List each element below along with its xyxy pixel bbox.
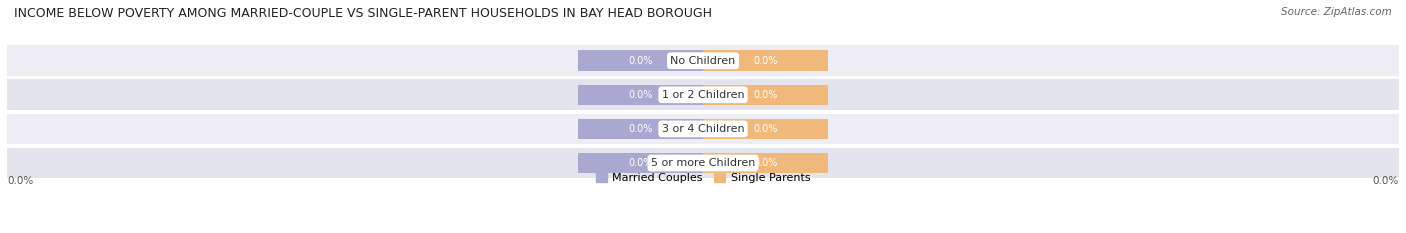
Text: 0.0%: 0.0% — [628, 158, 652, 168]
Bar — [7, 113, 1399, 144]
Text: 0.0%: 0.0% — [1372, 176, 1399, 186]
Legend: Married Couples, Single Parents: Married Couples, Single Parents — [596, 173, 810, 183]
Text: 0.0%: 0.0% — [754, 124, 778, 134]
Bar — [703, 85, 828, 105]
Bar — [7, 45, 1399, 76]
Text: 0.0%: 0.0% — [754, 158, 778, 168]
Text: 0.0%: 0.0% — [628, 56, 652, 66]
Bar — [578, 153, 703, 173]
Text: 5 or more Children: 5 or more Children — [651, 158, 755, 168]
Text: INCOME BELOW POVERTY AMONG MARRIED-COUPLE VS SINGLE-PARENT HOUSEHOLDS IN BAY HEA: INCOME BELOW POVERTY AMONG MARRIED-COUPL… — [14, 7, 711, 20]
Bar — [578, 119, 703, 139]
Bar — [703, 119, 828, 139]
Bar — [578, 51, 703, 71]
Text: 0.0%: 0.0% — [628, 124, 652, 134]
Text: 0.0%: 0.0% — [754, 56, 778, 66]
Text: Source: ZipAtlas.com: Source: ZipAtlas.com — [1281, 7, 1392, 17]
Bar — [703, 153, 828, 173]
Text: 3 or 4 Children: 3 or 4 Children — [662, 124, 744, 134]
Text: 0.0%: 0.0% — [628, 90, 652, 100]
Text: 1 or 2 Children: 1 or 2 Children — [662, 90, 744, 100]
Bar — [703, 51, 828, 71]
Bar — [578, 85, 703, 105]
Text: No Children: No Children — [671, 56, 735, 66]
Text: 0.0%: 0.0% — [7, 176, 34, 186]
Bar — [7, 148, 1399, 178]
Text: 0.0%: 0.0% — [754, 90, 778, 100]
Bar — [7, 79, 1399, 110]
